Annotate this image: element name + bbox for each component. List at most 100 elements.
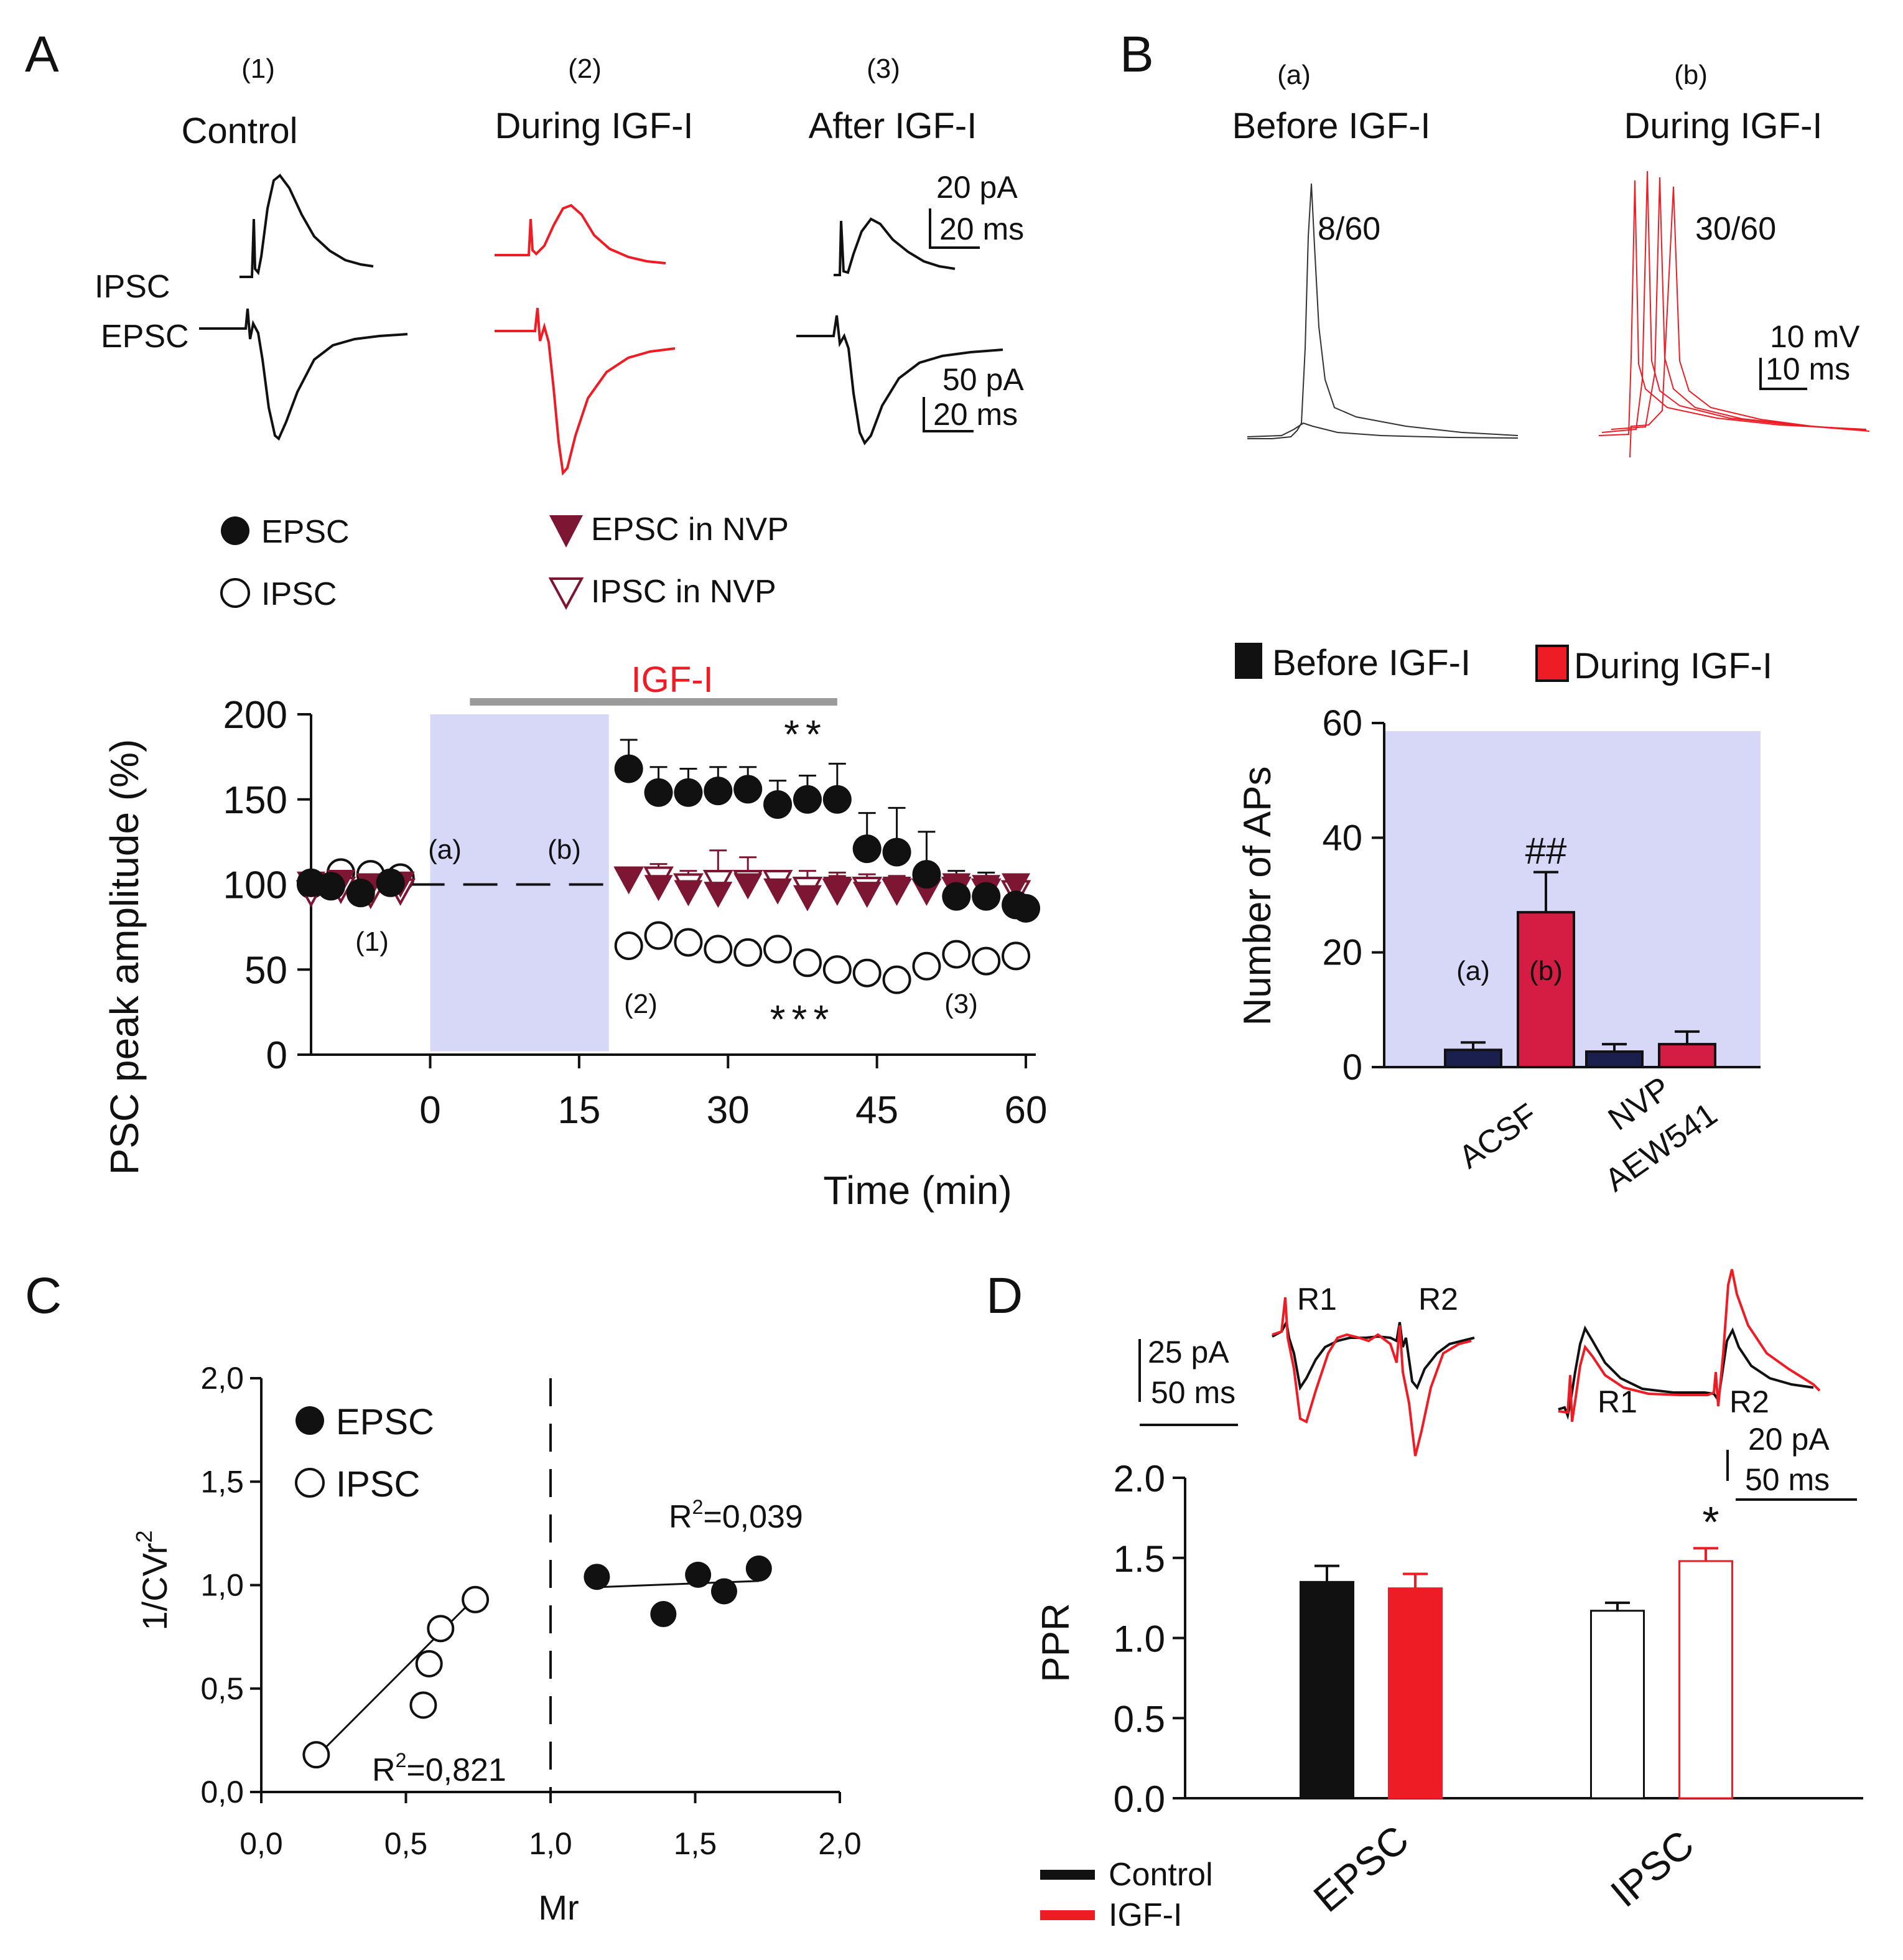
x-axis-title-a: Time (min) [823, 1168, 1012, 1213]
ppr-ipsc-trace-igf [1558, 1269, 1821, 1422]
panel-letter-b: B [1120, 26, 1154, 83]
y-axis-title-b: Number of APs [1236, 767, 1279, 1026]
annotation-a-1: (1) [355, 926, 389, 957]
significance-d: * [1702, 1498, 1719, 1546]
legend-c-epsc-marker [295, 1406, 324, 1435]
epsc-point [644, 778, 673, 807]
y-tick-label-b: 0 [1342, 1047, 1362, 1088]
panel-c-chart: 0,0 0,5 1,0 1,5 2,0 0,0 0,5 1,0 1,5 2,0 EPSC IPSC… [131, 1361, 862, 1927]
epsc-row-label: EPSC [101, 319, 189, 355]
ppr-epsc-trace-igf [1272, 1297, 1472, 1457]
r2-ipsc-sup: 2 [396, 1749, 407, 1771]
ipsc-trace-control [240, 174, 374, 278]
ap-trace-during-3 [1611, 177, 1867, 431]
epsc-point [685, 1561, 712, 1588]
panel-letter-c: C [25, 1267, 62, 1324]
y-axis-title-c: 1/CVr2 [131, 1530, 174, 1630]
ipsc-point [409, 1691, 437, 1719]
ipsc-point [415, 1650, 443, 1678]
ipsc-point [644, 921, 673, 950]
legend-ipsc-nvp-label: IPSC in NVP [591, 574, 776, 610]
legend-c-epsc-label: EPSC [336, 1402, 434, 1442]
ipsc-point [704, 935, 733, 964]
ipsc-point [822, 955, 852, 984]
epsc-nvp-point [763, 878, 793, 905]
ipsc-point [462, 1585, 490, 1613]
y-tick-label-d: 0.5 [1114, 1698, 1165, 1740]
scale-d-ipsc-amp: 20 pA [1748, 1422, 1830, 1457]
trace-a-num-3: (3) [867, 54, 900, 84]
r1-label-epsc: R1 [1297, 1282, 1337, 1317]
y-axis-title-d: PPR [1035, 1603, 1077, 1682]
bar [1658, 1043, 1716, 1068]
panel-a-traces: (1) Control (2) During IGF-I (3) After I… [95, 54, 1024, 476]
ipsc-trace-igf [495, 203, 666, 264]
scale-d-ipsc-time: 50 ms [1745, 1462, 1830, 1497]
legend-epsc-nvp-marker [549, 515, 583, 548]
x-tick-label-c: 0,0 [240, 1826, 283, 1861]
panel-d-chart: 0.00.51.01.52.0 PPR EPSC IPSC * Control … [1035, 1458, 1863, 1933]
r2-epsc-sup: 2 [692, 1496, 704, 1518]
x-tick-label-c: 0,5 [384, 1826, 428, 1861]
epsc-point [972, 882, 1001, 911]
epsc-nvp-point [733, 873, 763, 900]
scale-ipsc-amp: 20 pA [936, 170, 1018, 205]
epsc-point [316, 872, 345, 901]
ap-trace-during-2 [1601, 170, 1867, 433]
annotation-a-b: (b) [547, 834, 581, 865]
epsc-nvp-point [882, 876, 911, 903]
y-tick-label-b: 20 [1322, 933, 1362, 973]
trace-b-num-a: (a) [1277, 60, 1311, 90]
ipsc-point [674, 928, 703, 957]
epsc-point [733, 775, 763, 804]
panel-d-marks [1300, 1547, 1733, 1799]
y-tick-label-a: 50 [244, 949, 287, 992]
y-tick-label-c: 0,0 [200, 1775, 244, 1809]
epsc-point [674, 778, 703, 807]
r2-epsc-r: R [669, 1499, 692, 1535]
ipsc-point [942, 940, 971, 969]
legend-epsc-label: EPSC [261, 514, 350, 550]
epsc-point [912, 860, 941, 889]
epsc-point [346, 879, 375, 908]
legend-ipsc-nvp-marker [548, 577, 584, 610]
r2-label-ipsc-trace: R2 [1729, 1384, 1769, 1419]
ppr-ipsc-trace-control [1558, 1325, 1814, 1421]
ppr-bar [1678, 1560, 1733, 1799]
y-tick-label-a: 100 [223, 864, 287, 907]
legend-ipsc-marker [220, 578, 250, 608]
epsc-point [614, 754, 643, 783]
epsc-point [584, 1564, 610, 1590]
panel-letter-a: A [25, 26, 59, 83]
x-tick-label-a: 15 [557, 1089, 600, 1132]
scale-bar-epsc [923, 397, 974, 432]
legend-epsc-nvp-label: EPSC in NVP [591, 511, 789, 548]
ipsc-point [793, 948, 822, 978]
igf-shaded-region [430, 714, 609, 1052]
panel-a-marks [295, 739, 1041, 994]
epsc-nvp-point [1002, 873, 1031, 900]
r2-label-ipsc: R2=0,821 [372, 1749, 506, 1788]
x-tick-label-a: 0 [419, 1089, 440, 1132]
category-label-acsf: ACSF [1453, 1097, 1544, 1176]
ap-trace-during-4 [1629, 186, 1870, 458]
bar [1444, 1048, 1502, 1068]
epsc-nvp-point [822, 876, 852, 903]
annotation-a-3: (3) [944, 989, 978, 1019]
bar-label: (a) [1456, 956, 1490, 986]
legend-d-igf-swatch [1040, 1910, 1095, 1920]
y-tick-label-d: 1.5 [1114, 1538, 1165, 1580]
panel-d-traces: R1 R2 25 pA 50 ms R1 R2 20 pA 50 ms [1138, 1269, 1857, 1501]
legend-d-control-label: Control [1109, 1857, 1213, 1893]
epsc-nvp-point [704, 882, 733, 908]
ipsc-point [912, 951, 941, 981]
bar-label: (b) [1529, 956, 1563, 986]
x-tick-label-a: 45 [855, 1089, 898, 1132]
epsc-point [822, 785, 852, 814]
panel-a-chart: IGF-I 0 50 100 150 200 0 15 30 45 60 PSC peak amp… [102, 660, 1048, 1213]
trace-b-title-before: Before IGF-I [1232, 106, 1430, 146]
epsc-nvp-point [644, 875, 673, 902]
epsc-trace-control [199, 308, 408, 441]
scale-ipsc-time: 20 ms [939, 212, 1024, 246]
